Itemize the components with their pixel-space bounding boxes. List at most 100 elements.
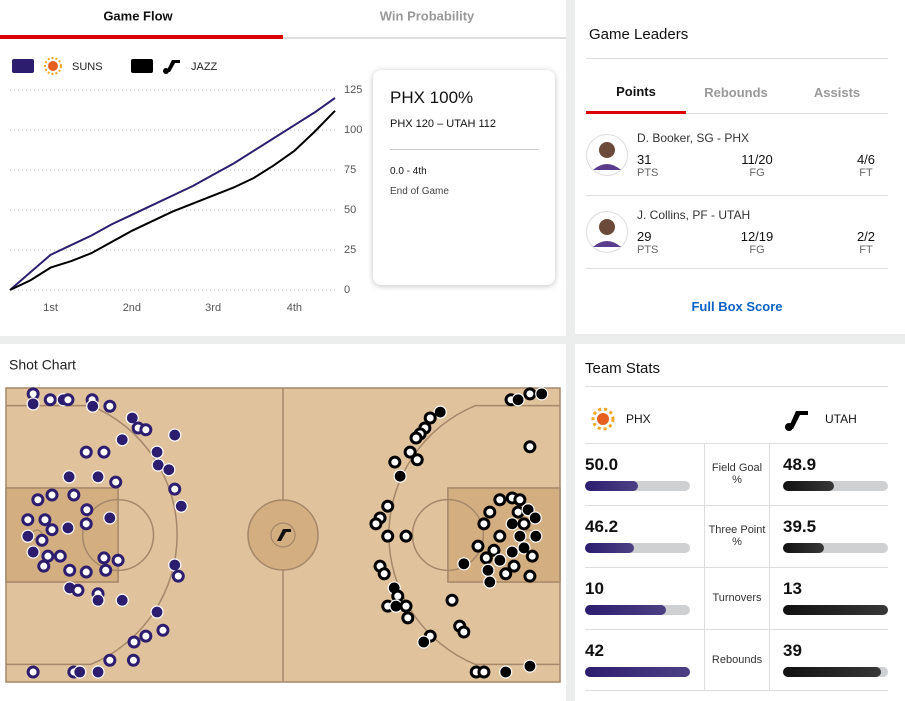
missed-shot <box>103 399 117 413</box>
divider <box>769 629 770 691</box>
made-shot <box>162 463 176 477</box>
made-shot <box>150 445 164 459</box>
made-shot <box>168 428 182 442</box>
missed-shot <box>79 445 93 459</box>
missed-shot <box>99 563 113 577</box>
made-shot <box>91 593 105 607</box>
made-shot <box>535 387 549 401</box>
team-stats-panel <box>575 344 905 701</box>
stat-value: 31 <box>637 152 652 167</box>
divider <box>585 386 888 387</box>
box-score-link[interactable]: Full Box Score <box>691 299 783 314</box>
jazz-logo <box>163 60 180 74</box>
missed-shot <box>477 517 491 531</box>
stat-value: 46.2 <box>585 517 619 536</box>
stat-value: 11/20 <box>741 152 773 167</box>
divider <box>704 505 705 567</box>
divider <box>586 58 888 59</box>
leader-tab[interactable]: Assists <box>813 85 861 100</box>
section-title: Game Leaders <box>589 26 689 43</box>
stat-bar <box>783 667 881 677</box>
leader-tab[interactable]: Points <box>616 84 656 99</box>
game-leaders-panel <box>575 0 905 334</box>
x-tick-label: 3rd <box>205 302 221 314</box>
legend-swatch <box>131 59 153 73</box>
made-shot <box>528 511 542 525</box>
player-name: D. Booker, SG - PHX <box>637 131 750 145</box>
stat-value: 10 <box>585 579 604 598</box>
missed-shot <box>471 539 485 553</box>
made-shot <box>115 593 129 607</box>
missed-shot <box>507 559 521 573</box>
made-shot <box>483 575 497 589</box>
made-shot <box>103 511 117 525</box>
made-shot <box>26 545 40 559</box>
missed-shot <box>381 499 395 513</box>
jazz-logo <box>785 411 808 431</box>
missed-shot <box>156 623 170 637</box>
stat-bar <box>585 481 638 491</box>
missed-shot <box>523 569 537 583</box>
missed-shot <box>517 517 531 531</box>
stat-bar-track <box>585 481 690 491</box>
missed-shot <box>61 393 75 407</box>
tab-indicator <box>0 35 283 39</box>
stat-value: 48.9 <box>783 455 817 474</box>
made-shot <box>26 397 40 411</box>
y-tick-label: 0 <box>344 284 350 296</box>
stat-value: 29 <box>637 229 652 244</box>
missed-shot <box>103 653 117 667</box>
made-shot <box>523 659 537 673</box>
summary-score: PHX 120 – UTAH 112 <box>390 118 496 130</box>
missed-shot <box>410 453 424 467</box>
missed-shot <box>493 529 507 543</box>
missed-shot <box>43 393 57 407</box>
missed-shot <box>525 549 539 563</box>
leader-tab[interactable]: Rebounds <box>704 85 768 100</box>
missed-shot <box>409 431 423 445</box>
shots <box>21 387 549 679</box>
divider <box>769 443 770 505</box>
tab[interactable]: Game Flow <box>103 8 173 23</box>
missed-shot <box>45 488 59 502</box>
divider <box>704 443 705 505</box>
section-title: Team Stats <box>585 360 661 377</box>
x-tick-label: 2nd <box>123 302 141 314</box>
section-title: Shot Chart <box>9 357 76 373</box>
missed-shot <box>41 549 55 563</box>
made-shot <box>505 517 519 531</box>
three-point-line <box>6 404 178 666</box>
missed-shot <box>37 559 51 573</box>
missed-shot <box>109 475 123 489</box>
made-shot <box>529 529 543 543</box>
stat-bar <box>783 481 835 491</box>
missed-shot <box>423 411 437 425</box>
made-shot <box>168 558 182 572</box>
missed-shot <box>388 455 402 469</box>
summary-headline: PHX 100% <box>390 88 474 107</box>
divider <box>769 505 770 567</box>
series-line <box>9 110 336 291</box>
stat-label: FT <box>859 167 873 179</box>
missed-shot <box>168 482 182 496</box>
tab[interactable]: Win Probability <box>380 8 475 23</box>
missed-shot <box>26 665 40 679</box>
stat-bar <box>783 605 888 615</box>
divider <box>585 505 888 506</box>
missed-shot <box>79 565 93 579</box>
stat-bar <box>585 543 634 553</box>
made-shot <box>481 563 495 577</box>
made-shot <box>433 405 447 419</box>
y-tick-label: 75 <box>344 164 356 176</box>
missed-shot <box>523 440 537 454</box>
team-name: PHX <box>626 412 651 426</box>
divider <box>585 443 888 444</box>
x-tick-label: 4th <box>287 302 302 314</box>
center-logo <box>277 529 291 541</box>
missed-shot <box>445 593 459 607</box>
stat-label: FG <box>749 167 765 179</box>
missed-shot <box>38 513 52 527</box>
missed-shot <box>80 503 94 517</box>
made-shot <box>150 605 164 619</box>
